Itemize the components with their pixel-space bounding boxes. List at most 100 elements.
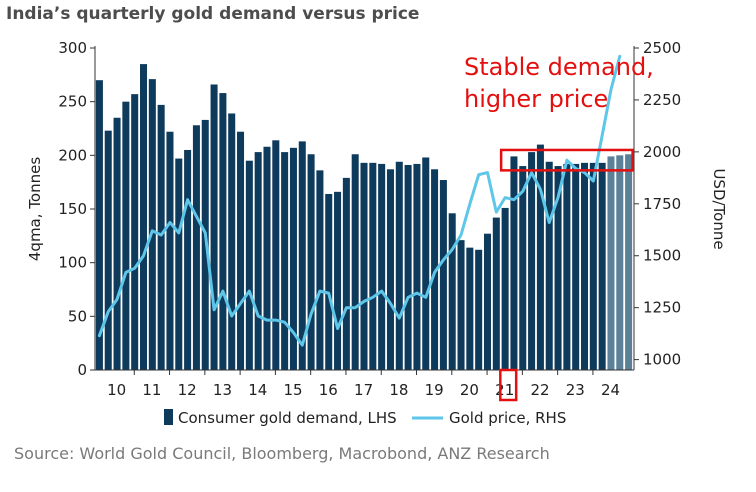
demand-bar	[466, 247, 474, 370]
demand-bar	[501, 207, 509, 370]
demand-bar	[483, 233, 491, 370]
demand-bar	[439, 180, 447, 370]
left-tick-label: 200	[58, 146, 87, 164]
gold-price-line	[97, 54, 622, 347]
right-axis-title: USD/Tonne	[710, 168, 728, 249]
axes: 0 50 100 150 200 250 300 1000 1250 1500 1750 2000 22…	[26, 39, 728, 399]
demand-bar	[263, 146, 271, 370]
demand-bar	[272, 140, 280, 370]
demand-bar	[581, 162, 589, 370]
left-tick-label: 100	[58, 254, 87, 272]
x-tick-label: 21	[495, 381, 514, 399]
legend-label-price: Gold price, RHS	[449, 409, 566, 427]
x-tick-label: 12	[178, 381, 197, 399]
demand-bar	[113, 117, 121, 371]
demand-bar	[616, 155, 624, 370]
demand-bar	[625, 154, 633, 370]
demand-bar	[131, 94, 139, 371]
demand-bar	[219, 93, 227, 370]
demand-bar	[281, 152, 289, 370]
demand-bar	[448, 213, 456, 370]
x-tick-label: 16	[319, 381, 338, 399]
demand-bar	[422, 157, 430, 370]
demand-bar	[395, 161, 403, 370]
x-tick-label: 20	[460, 381, 479, 399]
x-tick-label: 14	[248, 381, 267, 399]
demand-bar	[528, 152, 536, 370]
demand-bar	[431, 169, 439, 370]
chart-title: India’s quarterly gold demand versus pri…	[6, 4, 420, 24]
demand-bar	[378, 163, 386, 370]
demand-bar	[140, 64, 148, 370]
demand-bar	[457, 240, 465, 370]
x-tick-label: 23	[566, 381, 585, 399]
highlight-box-quarter	[499, 368, 518, 402]
demand-bar	[157, 104, 165, 370]
demand-bar	[589, 162, 597, 370]
demand-bar	[492, 217, 500, 370]
demand-bar	[237, 131, 245, 370]
right-tick-label: 1500	[643, 247, 681, 265]
source-note: Source: World Gold Council, Bloomberg, M…	[14, 444, 550, 463]
x-tick-label: 13	[213, 381, 232, 399]
left-tick-label: 0	[77, 361, 87, 379]
demand-bar	[572, 163, 580, 370]
demand-bar	[228, 113, 236, 370]
demand-bar	[307, 154, 315, 370]
demand-bar	[386, 169, 394, 370]
demand-bars	[95, 64, 633, 371]
demand-bar	[598, 162, 606, 370]
legend-label-demand: Consumer gold demand, LHS	[178, 409, 397, 427]
annotation-line-2: higher price	[464, 85, 609, 113]
demand-bar	[334, 191, 342, 370]
left-tick-label: 50	[68, 307, 87, 325]
highlight-boxes	[499, 148, 634, 402]
demand-bar	[166, 131, 174, 370]
x-tick-label: 11	[142, 381, 161, 399]
demand-bar	[342, 177, 350, 370]
x-tick-label: 18	[389, 381, 408, 399]
demand-bar	[351, 154, 359, 370]
demand-bar	[360, 162, 368, 370]
demand-bar	[210, 84, 218, 371]
demand-bar	[175, 158, 183, 370]
demand-bar	[404, 164, 412, 370]
demand-bar	[122, 101, 130, 371]
demand-bar	[316, 170, 324, 370]
demand-bar	[413, 163, 421, 370]
demand-bar	[245, 160, 253, 370]
left-tick-label: 150	[58, 200, 87, 218]
demand-bar	[104, 130, 112, 370]
right-tick-label: 1750	[643, 195, 681, 213]
legend: Consumer gold demand, LHS Gold price, RHS	[164, 409, 566, 427]
demand-bar	[563, 163, 571, 370]
demand-bar	[475, 249, 483, 370]
demand-bar	[607, 156, 615, 370]
price-layer	[97, 54, 622, 347]
right-tick-label: 2500	[643, 39, 681, 57]
demand-bar	[325, 193, 333, 370]
left-tick-label: 250	[58, 93, 87, 111]
demand-bar	[148, 79, 156, 370]
demand-bar	[95, 80, 103, 370]
demand-bar	[519, 166, 527, 370]
demand-bar	[536, 144, 544, 370]
demand-bar	[545, 161, 553, 370]
demand-bar	[554, 166, 562, 370]
x-tick-label: 10	[107, 381, 126, 399]
right-tick-label: 1250	[643, 299, 681, 317]
demand-bar	[298, 141, 306, 370]
demand-bar	[510, 156, 518, 370]
demand-bar	[192, 125, 200, 370]
x-tick-label: 19	[425, 381, 444, 399]
right-tick-label: 2000	[643, 143, 681, 161]
x-tick-label: 22	[530, 381, 549, 399]
right-tick-label: 2250	[643, 91, 681, 109]
highlight-box-stable-demand	[499, 148, 634, 172]
demand-bar	[369, 162, 377, 370]
annotation-line-1: Stable demand,	[464, 53, 654, 81]
demand-bar	[184, 149, 192, 370]
left-axis-title: 4qma, Tonnes	[26, 157, 44, 261]
x-tick-label: 17	[354, 381, 373, 399]
